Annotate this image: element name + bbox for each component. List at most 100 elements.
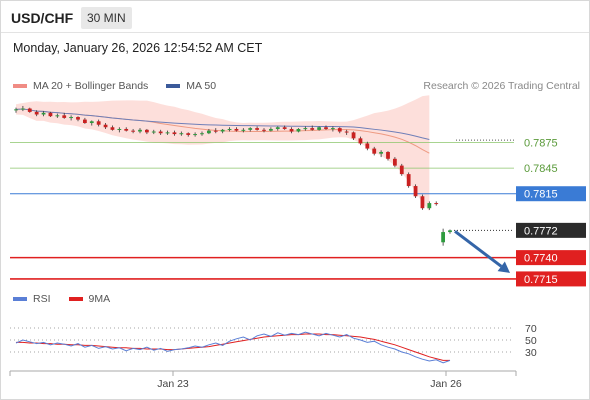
candle [34, 110, 39, 117]
candle-body [165, 132, 170, 134]
candle [406, 172, 411, 188]
candle-body [172, 132, 177, 135]
forecast-arrow-layer [454, 230, 510, 273]
candle [358, 136, 363, 146]
ma20-swatch [13, 84, 27, 88]
candle [234, 127, 239, 132]
candle [337, 127, 342, 134]
candles-layer [14, 105, 452, 246]
candle [14, 107, 18, 113]
candle [186, 132, 191, 137]
candle-body [317, 127, 322, 130]
candle-body [234, 128, 239, 131]
candle [144, 128, 149, 135]
candle [96, 119, 101, 127]
candle [413, 184, 418, 198]
candle-body [324, 127, 328, 129]
candle-body [399, 165, 404, 175]
candle-body [186, 133, 191, 135]
level-tag-pivot [516, 186, 586, 202]
candle [386, 151, 390, 161]
candle-body [151, 131, 156, 133]
candle [303, 126, 308, 131]
candle [48, 111, 53, 118]
candle [289, 127, 294, 134]
level-label-support-5: 0.7715 [524, 274, 558, 286]
candle-body [158, 131, 163, 134]
level-label-resistance-0: 0.7875 [524, 138, 558, 150]
candle [241, 128, 246, 133]
copyright-text: Research © 2026 Trading Central [423, 80, 580, 92]
candle-body [406, 174, 411, 187]
legend-label-rsi: RSI [33, 293, 51, 305]
candle-body [179, 133, 184, 135]
candle-body [220, 129, 225, 132]
legend-item-9ma[interactable]: 9MA [68, 293, 111, 305]
candle [69, 115, 74, 121]
candle-body [117, 128, 122, 130]
candle-body [275, 127, 280, 129]
candle [27, 107, 32, 113]
candle-body [55, 115, 60, 117]
candle-body [144, 129, 149, 133]
candle [41, 111, 46, 117]
candle [158, 129, 163, 135]
candle-body [14, 109, 18, 111]
candle-body [241, 129, 246, 131]
levels-layer: 0.7875 0.7845 0.7815 0.7772 0.7740 0.7715 [10, 138, 586, 287]
candle-body [138, 129, 142, 132]
candle [131, 128, 136, 134]
candle [262, 128, 266, 133]
candle-body [262, 129, 266, 131]
candle [399, 163, 404, 176]
candle [227, 127, 232, 132]
candle [193, 132, 198, 137]
level-tag-support-4 [516, 250, 586, 266]
candle [268, 127, 273, 132]
candle [55, 113, 60, 118]
level-tag-current [516, 222, 586, 238]
candle-body [27, 108, 32, 112]
candle-body [89, 121, 94, 124]
candle-body [227, 128, 232, 130]
interval-button[interactable]: 30 MIN [81, 7, 132, 29]
candle-body [103, 124, 108, 128]
legend-item-ma20[interactable]: MA 20 + Bollinger Bands [13, 80, 148, 92]
candle [392, 157, 397, 168]
candle [179, 131, 184, 136]
candle [324, 125, 328, 130]
candle-body [296, 128, 301, 132]
header-divider [1, 32, 589, 33]
candle [76, 116, 80, 122]
candle [379, 150, 384, 158]
rsi-swatch [13, 297, 27, 301]
candle-body [413, 186, 418, 197]
candle-body [131, 130, 136, 132]
candle-body [200, 133, 204, 135]
candle-body [420, 196, 425, 209]
candle [330, 126, 335, 132]
candle-body [337, 128, 342, 132]
rsi-ma-swatch [68, 297, 83, 301]
candle [317, 126, 322, 131]
forecast-arrow-head [497, 261, 510, 273]
legend-item-ma50[interactable]: MA 50 [166, 80, 216, 92]
candle [82, 117, 87, 124]
candle-body [206, 130, 211, 134]
candle [172, 130, 177, 136]
candle [248, 127, 253, 132]
legend-label-9ma: 9MA [88, 293, 111, 305]
bollinger-band [16, 95, 430, 212]
candle [351, 131, 356, 141]
candle [365, 141, 370, 151]
candle-body [344, 131, 349, 133]
candle-body [213, 130, 218, 132]
candle [310, 125, 315, 131]
candle-body [69, 117, 74, 119]
candle-body [255, 128, 260, 130]
candle-body [124, 128, 129, 131]
candle-body [392, 158, 397, 166]
legend-item-rsi[interactable]: RSI [13, 293, 51, 305]
